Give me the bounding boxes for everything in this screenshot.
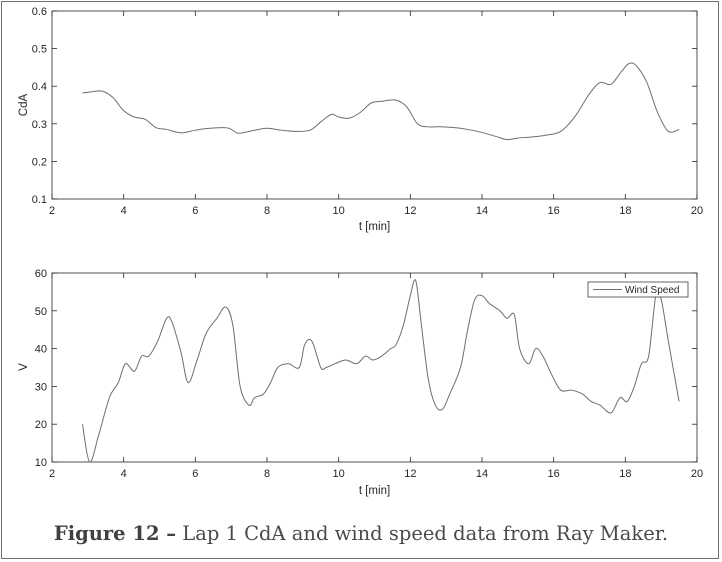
wind-xtick-label: 6 bbox=[192, 468, 198, 480]
wind-xtick-label: 18 bbox=[619, 468, 631, 480]
cda-xlabel: t [min] bbox=[359, 221, 390, 233]
wind-ylabel: V bbox=[18, 363, 30, 371]
wind-ytick-label: 60 bbox=[35, 268, 47, 280]
wind-xtick-label: 16 bbox=[548, 468, 560, 480]
cda-xtick-label: 4 bbox=[121, 205, 127, 217]
cda-xtick-label: 12 bbox=[404, 205, 416, 217]
cda-series-line bbox=[82, 62, 680, 141]
cda-xtick-label: 18 bbox=[619, 205, 631, 217]
cda-xtick-label: 20 bbox=[691, 205, 703, 217]
wind-xlabel: t [min] bbox=[359, 485, 390, 497]
wind-xtick-label: 20 bbox=[691, 468, 703, 480]
figure-label: Figure 12 – bbox=[53, 522, 177, 545]
cda-ylabel: CdA bbox=[18, 93, 30, 116]
wind-ytick-label: 40 bbox=[35, 344, 47, 356]
figure-caption: Figure 12 – Lap 1 CdA and wind speed dat… bbox=[0, 522, 722, 545]
figure-plots: 2 4 6 8 10 12 14 16 18 20 0.1 0.2 0.3 0.4 0.5 0.6 t [mi… bbox=[18, 6, 703, 497]
wind-xtick-label: 10 bbox=[333, 468, 345, 480]
cda-ytick-label: 0.3 bbox=[32, 119, 47, 131]
legend-box bbox=[587, 281, 689, 298]
cda-chart: 2 4 6 8 10 12 14 16 18 20 0.1 0.2 0.3 0.4 0.5 0.6 t [mi… bbox=[18, 6, 703, 233]
cda-xtick-label: 14 bbox=[476, 205, 488, 217]
cda-xtick-label: 10 bbox=[333, 205, 345, 217]
cda-plot-area bbox=[51, 10, 698, 200]
wind-legend: Wind Speed bbox=[587, 281, 689, 298]
wind-ytick-label: 50 bbox=[35, 306, 47, 318]
cda-ytick-label: 0.4 bbox=[32, 81, 47, 93]
caption-text: Lap 1 CdA and wind speed data from Ray M… bbox=[182, 522, 669, 545]
cda-axis-ticks: 2 4 6 8 10 12 14 16 18 20 0.1 0.2 0.3 0.4 0.5 0.6 bbox=[32, 6, 703, 217]
wind-ytick-label: 20 bbox=[35, 419, 47, 431]
wind-plot-area bbox=[51, 272, 698, 463]
cda-ytick-label: 0.2 bbox=[32, 156, 47, 168]
wind-xtick-label: 8 bbox=[264, 468, 270, 480]
wind-series-line bbox=[81, 279, 680, 463]
cda-ytick-label: 0.5 bbox=[32, 44, 47, 56]
wind-xtick-label: 12 bbox=[404, 468, 416, 480]
wind-xtick-label: 2 bbox=[49, 468, 55, 480]
cda-xtick-label: 8 bbox=[264, 205, 270, 217]
wind-axis-ticks: 2 4 6 8 10 12 14 16 18 20 10 20 30 40 50 60 bbox=[35, 268, 703, 480]
legend-label: Wind Speed bbox=[625, 285, 679, 296]
cda-xtick-label: 2 bbox=[49, 205, 55, 217]
wind-xtick-label: 4 bbox=[121, 468, 127, 480]
cda-ytick-label: 0.6 bbox=[32, 6, 47, 18]
wind-ytick-label: 10 bbox=[35, 457, 47, 469]
wind-ytick-label: 30 bbox=[35, 381, 47, 393]
cda-xtick-label: 16 bbox=[548, 205, 560, 217]
cda-ytick-label: 0.1 bbox=[32, 194, 47, 206]
wind-xtick-label: 14 bbox=[476, 468, 488, 480]
cda-xtick-label: 6 bbox=[192, 205, 198, 217]
